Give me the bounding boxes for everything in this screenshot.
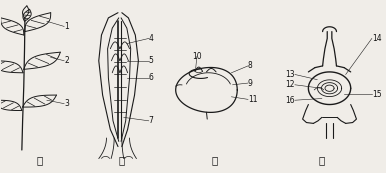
Text: 11: 11: [248, 95, 257, 104]
Text: 14: 14: [372, 34, 381, 43]
Text: 9: 9: [248, 79, 253, 88]
Text: 1: 1: [64, 22, 69, 31]
Text: 3: 3: [64, 99, 69, 108]
Text: 乙: 乙: [119, 156, 125, 165]
Text: 甲: 甲: [36, 156, 42, 165]
Text: 6: 6: [149, 73, 154, 82]
Text: 16: 16: [285, 96, 295, 105]
Text: 13: 13: [285, 70, 295, 79]
Text: 10: 10: [192, 52, 201, 61]
Text: 12: 12: [285, 80, 295, 89]
Text: 丁: 丁: [319, 156, 325, 165]
Text: 2: 2: [64, 56, 69, 65]
Text: 15: 15: [372, 90, 381, 99]
Text: 4: 4: [149, 34, 154, 43]
Text: 5: 5: [149, 56, 154, 65]
Text: 丙: 丙: [211, 156, 217, 165]
Text: 7: 7: [149, 116, 154, 125]
Text: 8: 8: [248, 61, 253, 70]
